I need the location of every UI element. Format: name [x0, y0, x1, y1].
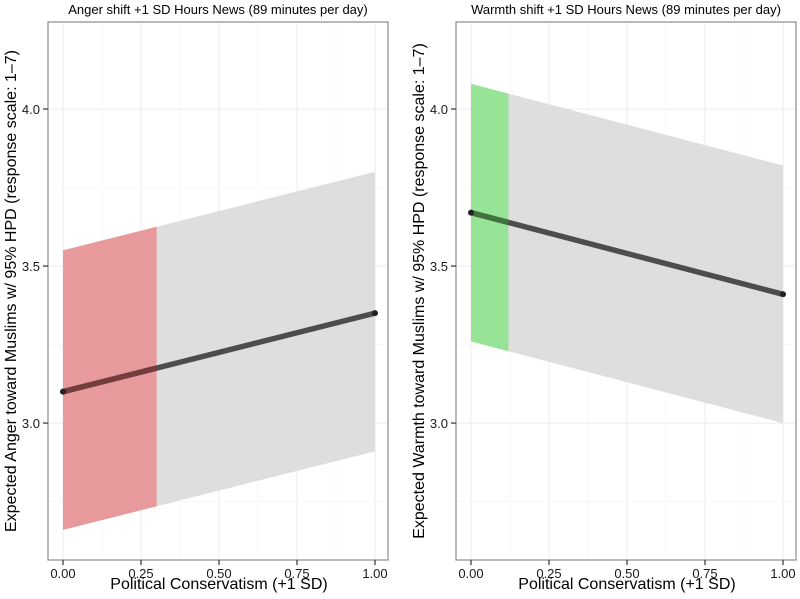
warmth-line-start-point	[468, 209, 474, 216]
anger-line-end-point	[372, 310, 378, 317]
anger-y-tick-label: 4.0	[22, 102, 40, 117]
anger-y-tick-label: 3.5	[22, 259, 40, 274]
anger-x-tick-label: 0.25	[128, 566, 153, 581]
warmth-panel-title: Warmth shift +1 SD Hours News (89 minute…	[471, 2, 781, 17]
warmth-y-tick-label: 3.5	[430, 259, 448, 274]
warmth-x-tick-label: 0.50	[614, 566, 639, 581]
warmth-y-tick-label: 3.0	[430, 416, 448, 431]
warmth-y-tick-label: 4.0	[430, 102, 448, 117]
warmth-expected-line-highlighted	[470, 209, 510, 226]
warmth-panel: 0.00 0.25 0.50 0.75 1.00 3.0 3.5 4.0 Warmth shif…	[411, 2, 797, 593]
warmth-expected-line	[468, 209, 786, 298]
anger-x-tick-label: 0.50	[206, 566, 231, 581]
anger-panel-border	[47, 21, 389, 561]
anger-line-start-point	[60, 388, 66, 395]
anger-y-tick-label: 3.0	[22, 416, 40, 431]
anger-x-axis-title: Political Conservatism (+1 SD)	[110, 576, 327, 593]
anger-panel: 0.00 0.25 0.50 0.75 1.00 3.0 3.5 4.0 Anger shift…	[3, 2, 389, 593]
warmth-panel-border	[455, 21, 797, 561]
warmth-x-tick-label: 1.00	[770, 566, 795, 581]
warmth-x-tick-label: 0.75	[692, 566, 717, 581]
warmth-line-end-point	[780, 291, 786, 298]
anger-y-axis-title: Expected Anger toward Muslims w/ 95% HPD…	[3, 50, 20, 532]
warmth-x-tick-label: 0.25	[536, 566, 561, 581]
anger-x-tick-label: 0.00	[50, 566, 75, 581]
warmth-y-axis-title: Expected Warmth toward Muslims w/ 95% HP…	[411, 43, 428, 539]
warmth-x-axis-title: Political Conservatism (+1 SD)	[518, 576, 735, 593]
anger-expected-line-highlighted	[62, 365, 158, 395]
warmth-x-tick-label: 0.00	[458, 566, 483, 581]
anger-x-tick-label: 1.00	[362, 566, 387, 581]
anger-plot-area: 0.00 0.25 0.50 0.75 1.00 3.0 3.5 4.0	[22, 21, 389, 581]
anger-panel-title: Anger shift +1 SD Hours News (89 minutes…	[68, 2, 368, 17]
warmth-plot-area: 0.00 0.25 0.50 0.75 1.00 3.0 3.5 4.0	[430, 21, 797, 581]
anger-x-tick-label: 0.75	[284, 566, 309, 581]
